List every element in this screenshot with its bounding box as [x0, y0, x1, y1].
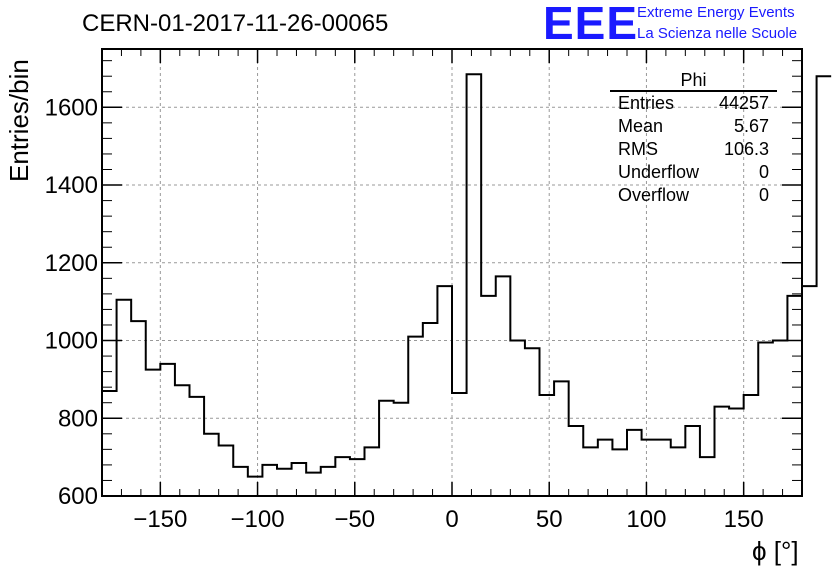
y-tick-label: 1200	[45, 250, 98, 277]
x-tick-label: 100	[626, 506, 666, 533]
y-axis-label: Entries/bin	[4, 59, 34, 182]
y-tick-label: 1600	[45, 94, 98, 121]
plot-frame	[101, 48, 803, 497]
y-tick-label: 800	[58, 405, 98, 432]
stats-label: Entries	[618, 93, 675, 113]
y-tick-label: 1000	[45, 328, 98, 355]
axis-ticks	[101, 49, 803, 497]
x-tick-label: −150	[133, 506, 187, 533]
stats-label: Overflow	[618, 185, 690, 205]
y-tick-label: 1400	[45, 172, 98, 199]
stats-label: RMS	[618, 139, 658, 159]
x-tick-label: 150	[724, 506, 764, 533]
histogram-series-line	[102, 73, 832, 478]
stats-value: 5.67	[733, 116, 769, 136]
histogram-title: CERN-01-2017-11-26-00065	[82, 10, 389, 37]
stats-value: 0	[758, 162, 769, 182]
stats-value: 44257	[718, 93, 769, 113]
stats-label: Underflow	[618, 162, 700, 182]
logo-line-2: La Scienza nelle Scuole	[637, 25, 798, 42]
x-tick-label: 0	[445, 506, 458, 533]
eee-logo-mark: EEE	[543, 0, 639, 49]
stats-row-mean: Mean 5.67	[610, 115, 777, 138]
stats-value: 0	[758, 185, 769, 205]
stats-box: Phi Entries 44257 Mean 5.67 RMS 106.3 Un…	[610, 70, 777, 207]
stats-row-rms: RMS 106.3	[610, 138, 777, 161]
x-tick-label: −50	[334, 506, 375, 533]
x-tick-label: −100	[231, 506, 285, 533]
grid-lines	[102, 49, 802, 497]
stats-title: Phi	[610, 70, 777, 92]
x-axis-label: ϕ [°]	[752, 536, 799, 566]
y-tick-label: 600	[58, 483, 98, 510]
x-tick-label: 50	[536, 506, 563, 533]
logo-line-1: Extreme Energy Events	[637, 4, 795, 21]
stats-label: Mean	[618, 116, 664, 136]
stats-row-entries: Entries 44257	[610, 92, 777, 115]
stats-value: 106.3	[723, 139, 769, 159]
stats-row-overflow: Overflow 0	[610, 184, 777, 207]
stats-row-underflow: Underflow 0	[610, 161, 777, 184]
tick-labels: −150 −100 −50 0 50 100 150 600 800 1000 1200 1400 16…	[45, 94, 764, 533]
